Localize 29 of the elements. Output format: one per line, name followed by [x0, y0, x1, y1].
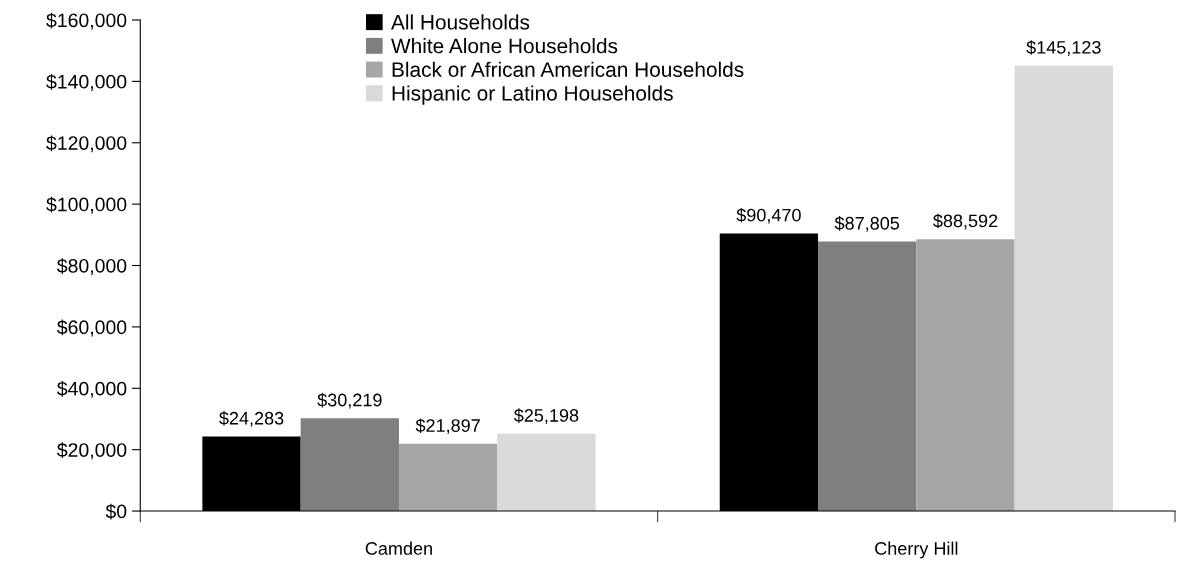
y-tick-label: $60,000 — [57, 319, 127, 337]
legend-label: Hispanic or Latino Households — [392, 85, 673, 105]
x-tick-label: Cherry Hill — [875, 541, 958, 559]
data-label: $88,592 — [933, 213, 998, 230]
legend-label: Black or African American Households — [392, 61, 744, 77]
y-tick-label: $80,000 — [57, 258, 127, 276]
x-tick-label: Camden — [365, 541, 432, 555]
legend-label: All Households — [391, 14, 530, 30]
data-label: $24,283 — [219, 411, 284, 427]
y-tick-label: $40,000 — [57, 380, 127, 398]
y-tick-label: $160,000 — [46, 12, 127, 30]
data-label: $90,470 — [736, 207, 801, 224]
y-tick-label: $140,000 — [46, 74, 127, 91]
legend-label: White Alone Households — [391, 37, 618, 54]
bar — [1014, 65, 1113, 512]
y-tick-label: $100,000 — [46, 196, 127, 214]
data-label: $30,219 — [317, 392, 382, 409]
data-label: $21,897 — [415, 418, 480, 435]
data-label: $145,123 — [1026, 40, 1101, 56]
bar — [497, 433, 596, 512]
bar — [300, 418, 399, 512]
bar — [398, 443, 498, 512]
y-tick-label: $120,000 — [46, 135, 127, 153]
data-label: $87,805 — [834, 216, 900, 232]
bar — [818, 241, 917, 512]
y-tick-label: $0 — [105, 503, 127, 520]
bar — [916, 239, 1015, 512]
data-label: $25,198 — [513, 408, 579, 424]
y-tick-label: $20,000 — [57, 442, 127, 460]
